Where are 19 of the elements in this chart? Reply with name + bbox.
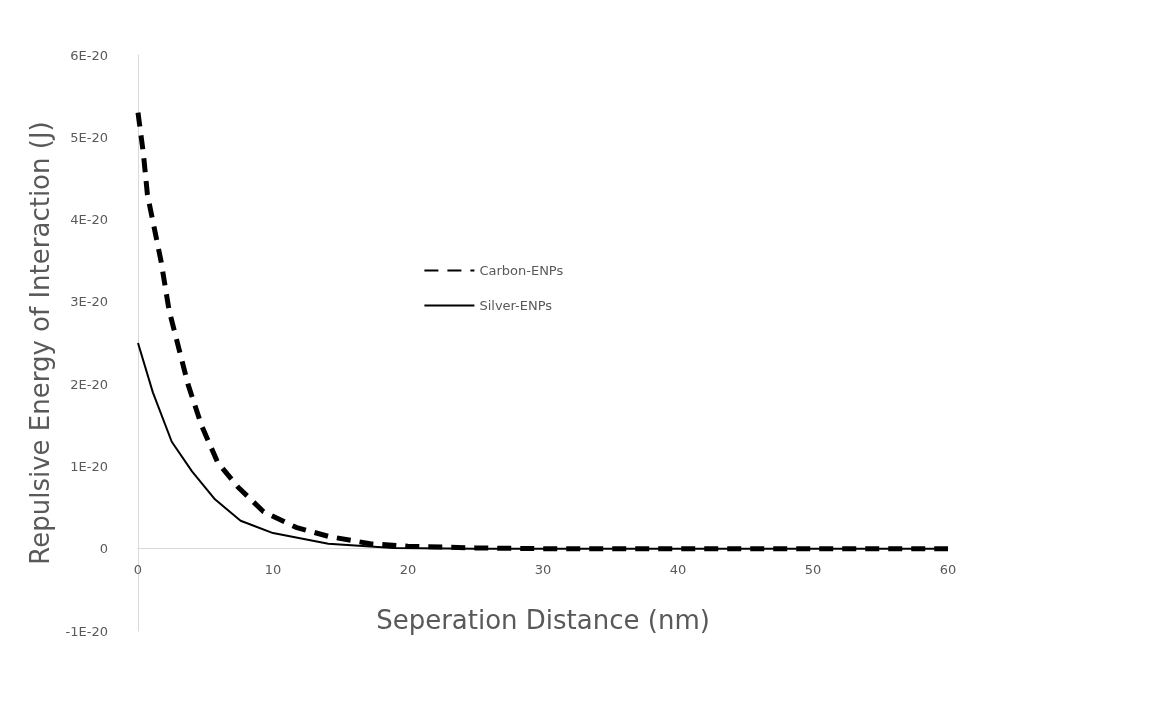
x-tick-label: 50 xyxy=(804,561,822,577)
x-tick-label: 30 xyxy=(534,561,552,577)
x-tick-label: 10 xyxy=(264,561,282,577)
legend-label: Carbon-ENPs xyxy=(479,262,564,278)
y-tick-label: 2E-20 xyxy=(70,376,108,392)
y-tick-label: 4E-20 xyxy=(70,212,108,228)
y-tick-label: -1E-20 xyxy=(65,623,108,639)
x-axis-title: Seperation Distance (nm) xyxy=(376,604,710,635)
x-tick-label: 60 xyxy=(939,561,957,577)
legend-label: Silver-ENPs xyxy=(479,297,553,313)
x-tick-label: 0 xyxy=(133,561,143,577)
x-tick-label: 40 xyxy=(669,561,687,577)
y-tick-label: 3E-20 xyxy=(70,294,108,310)
y-tick-label: 6E-20 xyxy=(70,47,108,63)
y-tick-label: 1E-20 xyxy=(70,458,108,474)
y-tick-label: 5E-20 xyxy=(70,129,108,145)
y-tick-label: 0 xyxy=(99,541,108,557)
x-tick-label: 20 xyxy=(399,561,417,577)
y-axis-title: Repulsive Energy of Interaction (J) xyxy=(25,121,55,565)
